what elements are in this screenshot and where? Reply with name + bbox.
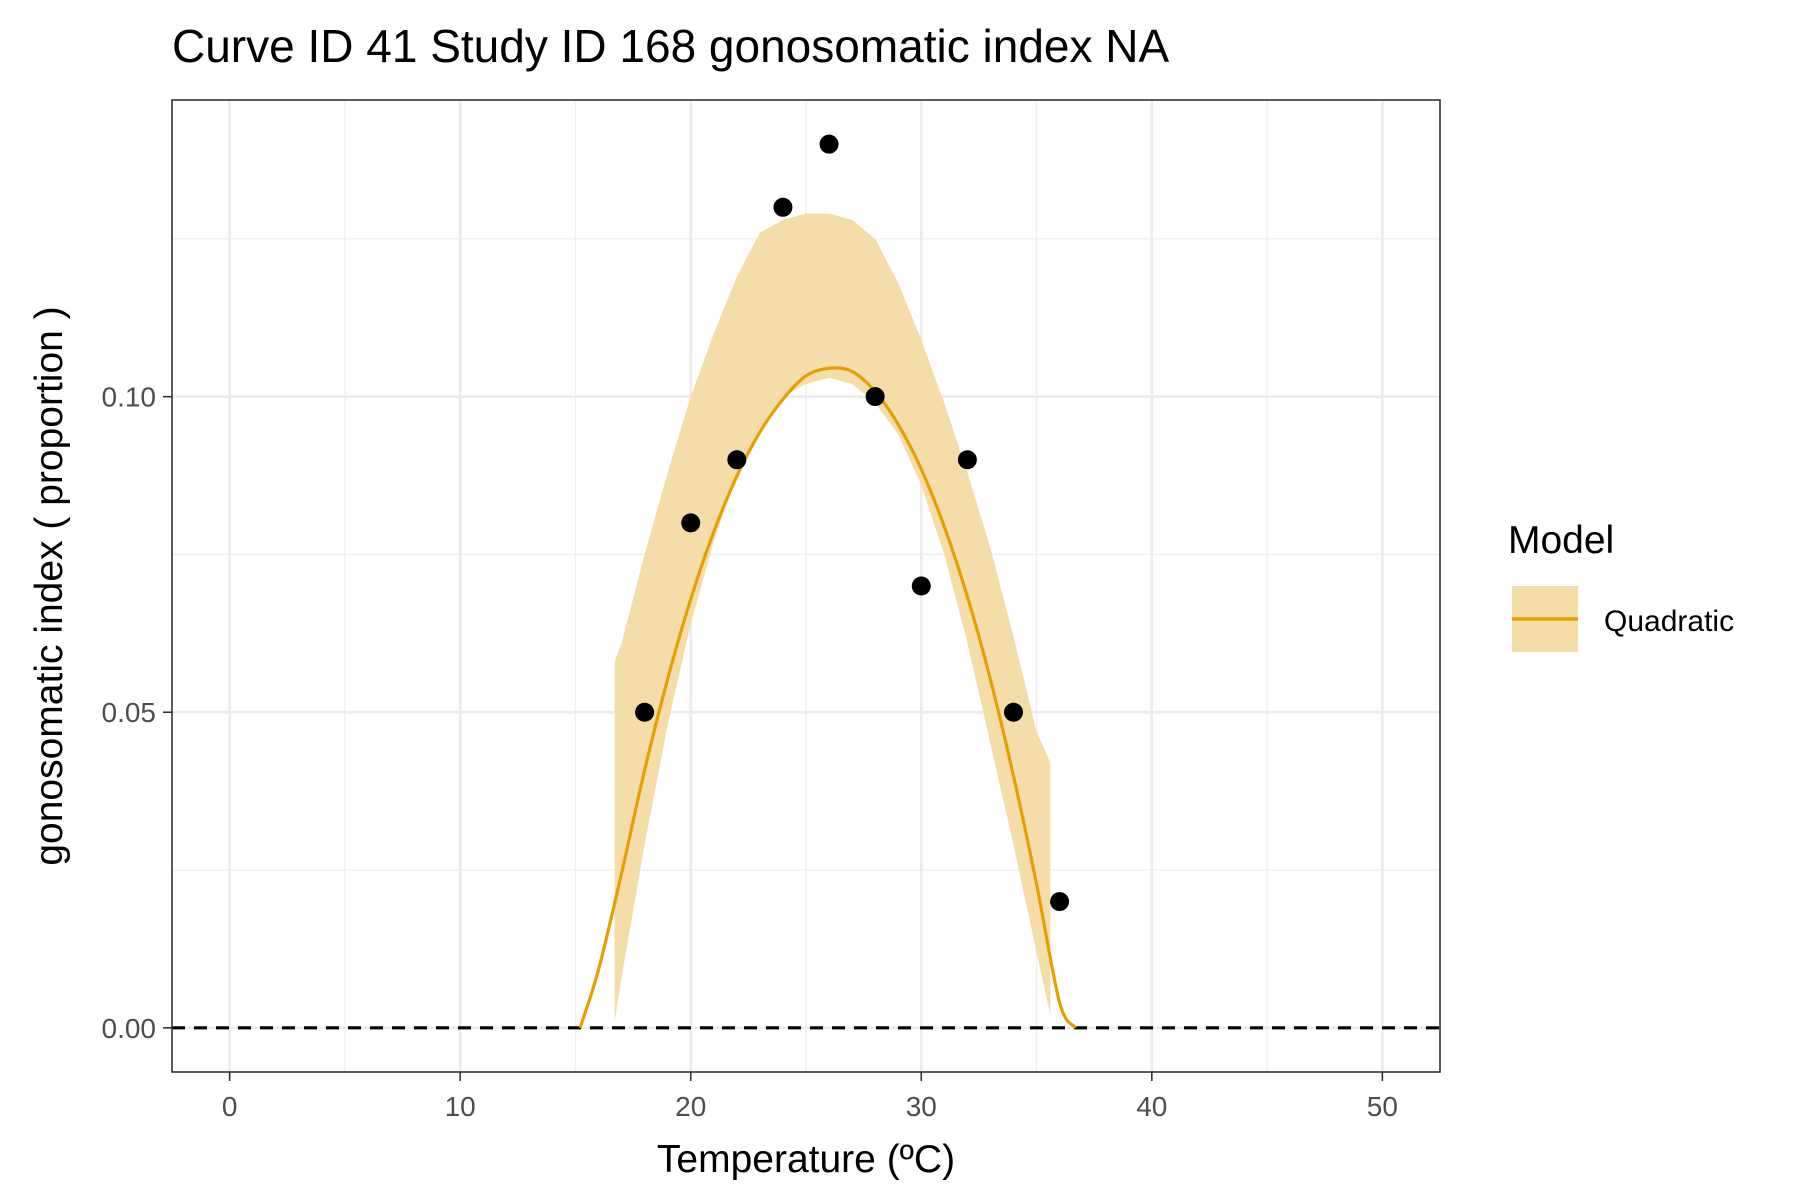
confidence-ribbon-group xyxy=(614,213,1051,1022)
x-tick-label: 10 xyxy=(445,1091,476,1122)
fit-curve-quadratic xyxy=(578,366,1078,1029)
data-point xyxy=(1003,702,1023,722)
legend-label-quadratic: Quadratic xyxy=(1604,605,1734,638)
data-point xyxy=(957,450,977,470)
plot-panel-border xyxy=(171,99,1441,1073)
data-point xyxy=(635,702,655,722)
data-point xyxy=(727,450,747,470)
confidence-ribbon xyxy=(614,213,1051,1022)
x-axis-title: Temperature (ºC) xyxy=(657,1138,955,1181)
x-tick-label: 0 xyxy=(222,1091,238,1122)
y-tick-label: 0.10 xyxy=(102,382,157,413)
x-tick-label: 40 xyxy=(1136,1091,1167,1122)
y-tick-label: 0.00 xyxy=(102,1013,157,1044)
y-tick-label: 0.05 xyxy=(102,697,157,728)
legend: Model Quadratic xyxy=(1508,519,1734,652)
y-axis: 0.00 0.05 0.10 xyxy=(102,382,172,1044)
x-tick-label: 50 xyxy=(1367,1091,1398,1122)
data-point xyxy=(911,576,931,596)
x-tick-label: 20 xyxy=(675,1091,706,1122)
data-points xyxy=(635,134,1070,912)
data-point xyxy=(773,197,793,217)
data-point xyxy=(1050,892,1070,912)
x-tick-label: 30 xyxy=(906,1091,937,1122)
data-point xyxy=(681,513,701,533)
x-axis: 0 10 20 30 40 50 xyxy=(222,1072,1398,1122)
data-point xyxy=(865,387,885,407)
y-axis-title: gonosomatic index ( proportion ) xyxy=(28,306,71,865)
fit-curve-group xyxy=(578,366,1078,1029)
legend-title: Model xyxy=(1508,519,1614,562)
chart-title: Curve ID 41 Study ID 168 gonosomatic ind… xyxy=(172,20,1169,72)
data-point xyxy=(819,134,839,154)
